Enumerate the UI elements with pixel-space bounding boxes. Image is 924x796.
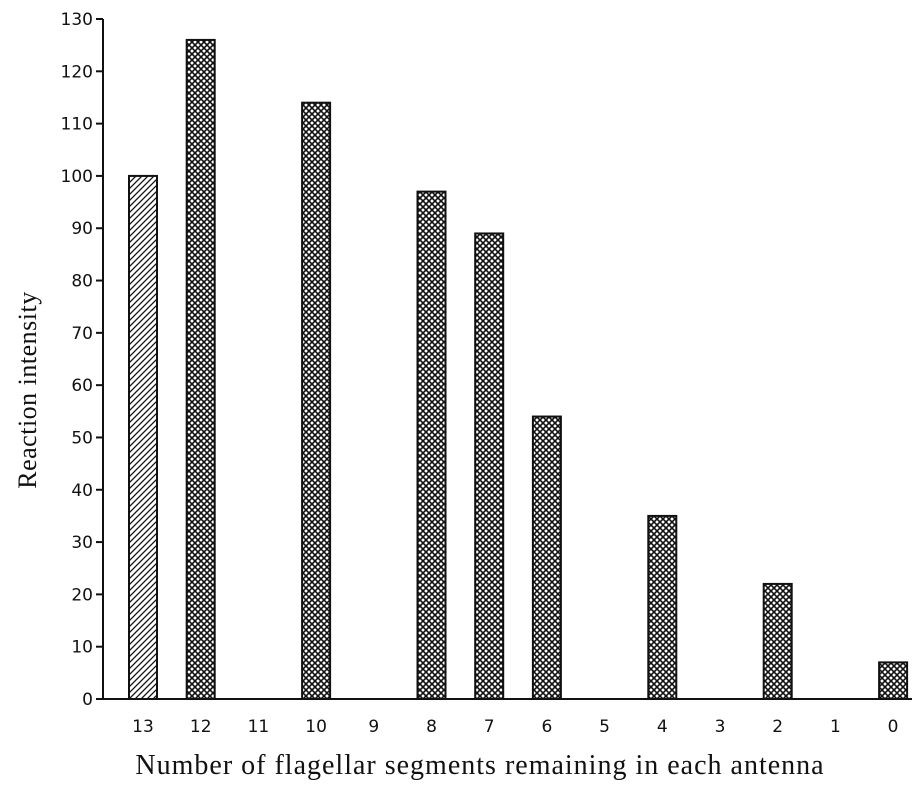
x-tick-label: 0 [888,717,899,737]
y-tick-label: 90 [71,219,93,239]
x-tick-label: 12 [190,717,212,737]
y-tick-label: 40 [71,481,93,501]
y-tick-label: 20 [71,585,93,605]
y-tick-label: 10 [71,638,93,658]
x-tick-label: 13 [132,717,154,737]
bar-7 [474,232,505,700]
y-tick-label: 50 [71,428,93,448]
bars [128,38,909,701]
y-tick-label: 70 [71,324,93,344]
y-tick-label: 110 [61,115,93,135]
bar-2 [762,582,793,701]
y-axis: 0 10 20 30 40 50 60 70 80 90 100 110 120 130 [61,10,104,710]
x-tick-label: 10 [305,717,327,737]
y-tick-label: 130 [61,10,93,30]
y-tick-label: 120 [61,62,93,82]
x-tick-label: 8 [426,717,437,737]
x-tick-label: 11 [248,717,270,737]
bar-13 [128,174,158,700]
x-tick-label: 3 [715,717,726,737]
x-tick-label: 1 [830,717,841,737]
x-tick-label: 6 [541,717,552,737]
y-ticks: 0 10 20 30 40 50 60 70 80 90 100 110 120 130 [61,10,103,710]
y-tick-label: 100 [61,167,93,187]
y-tick-label: 80 [71,272,93,292]
bar-6 [531,415,562,700]
bar-4 [647,514,678,701]
x-axis: 13 12 11 10 9 8 7 6 5 4 3 2 1 0 [103,698,912,737]
y-tick-label: 0 [82,690,93,710]
bar-12 [185,38,216,700]
x-tick-label: 4 [657,717,668,737]
x-tick-label: 9 [368,717,379,737]
x-tick-label: 2 [772,717,783,737]
bar-8 [416,190,447,700]
x-ticks: 13 12 11 10 9 8 7 6 5 4 3 2 1 0 [132,717,898,737]
y-tick-label: 30 [71,533,93,553]
x-tick-label: 5 [599,717,610,737]
bar-10 [301,101,332,700]
y-tick-label: 60 [71,376,93,396]
y-axis-label: Reaction intensity [13,291,42,488]
x-axis-label: Number of flagellar segments remaining i… [135,750,824,781]
bar-0 [878,661,909,701]
x-tick-label: 7 [484,717,495,737]
